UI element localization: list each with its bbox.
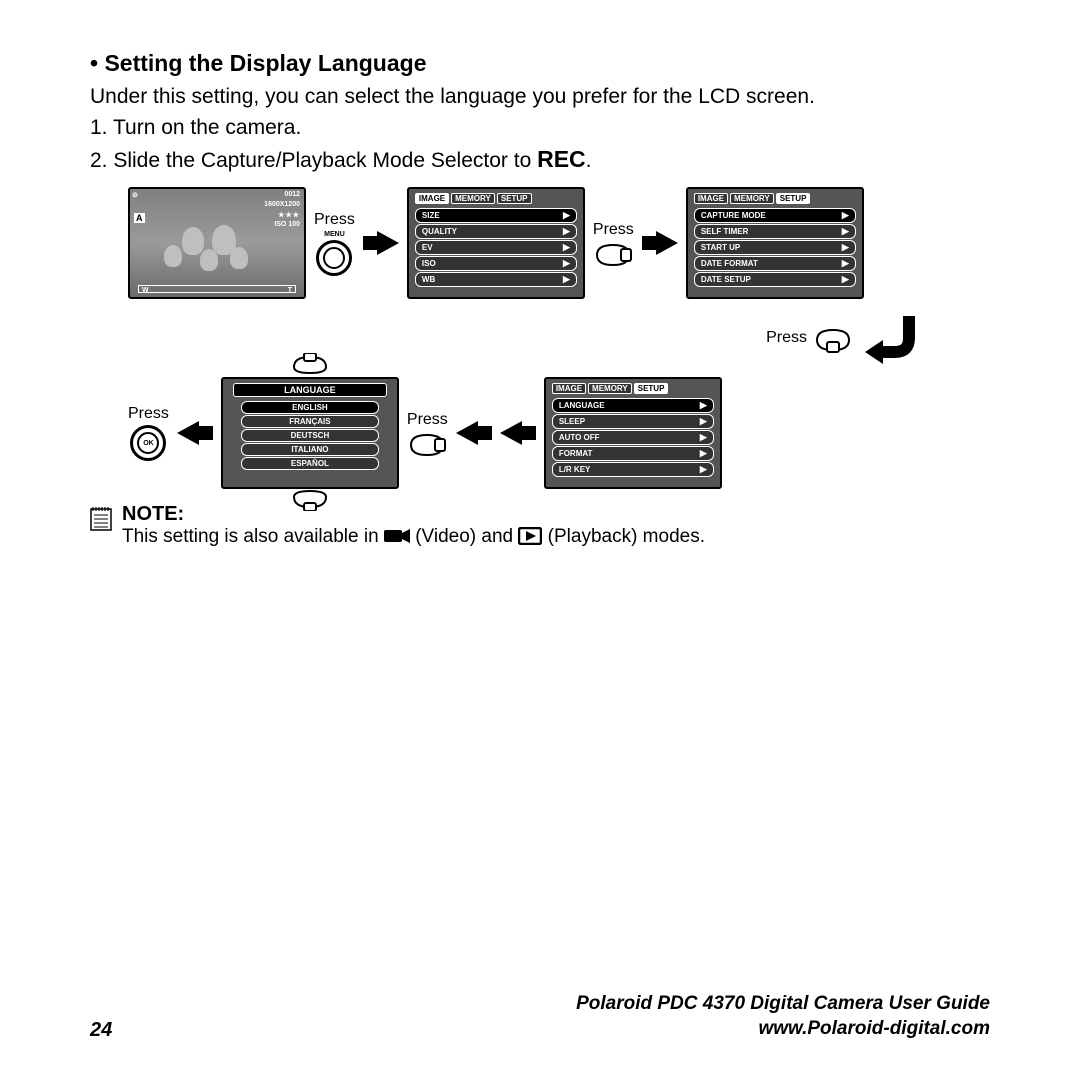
rec-label: REC [537, 146, 586, 172]
page-number: 24 [90, 1019, 112, 1042]
step-1: 1. Turn on the camera. [90, 113, 990, 142]
arrow-left-icon [456, 421, 492, 445]
lcd-preview: ⊘ 0012 1600X1200 ★★★ ISO 100 A W T [128, 187, 306, 299]
notepad-icon [90, 505, 112, 551]
video-mode-icon [384, 527, 410, 551]
lcd-menu-image: IMAGE MEMORY SETUP SIZE▶ QUALITY▶ EV▶ IS… [407, 187, 585, 299]
nav-right-icon [407, 431, 447, 455]
nav-right-icon [593, 241, 633, 265]
arrow-right-icon [363, 231, 399, 255]
arrow-down-curve-icon [859, 310, 915, 366]
press-label-2: Press [593, 221, 634, 239]
page-footer: 24 Polaroid PDC 4370 Digital Camera User… [90, 991, 990, 1042]
nav-down-icon [290, 489, 330, 513]
section-heading: • Setting the Display Language [90, 50, 990, 77]
footer-title: Polaroid PDC 4370 Digital Camera User Gu… [576, 991, 990, 1017]
intro-text: Under this setting, you can select the l… [90, 83, 990, 111]
nav-down-icon [813, 326, 853, 350]
press-label-4: Press [407, 411, 448, 429]
menu-button-icon [316, 240, 352, 276]
diagram: ⊘ 0012 1600X1200 ★★★ ISO 100 A W T Press… [128, 183, 990, 493]
footer-url: www.Polaroid-digital.com [576, 1016, 990, 1042]
press-label-3: Press [766, 329, 807, 347]
arrow-left-icon [500, 421, 536, 445]
playback-mode-icon [518, 527, 542, 551]
nav-up-icon [290, 353, 330, 377]
note-block: NOTE: This setting is also available in … [90, 503, 990, 551]
press-label-1: Press [314, 211, 355, 229]
lcd-menu-setup-1: IMAGE MEMORY SETUP CAPTURE MODE▶ SELF TI… [686, 187, 864, 299]
step-2: 2. Slide the Capture/Playback Mode Selec… [90, 143, 990, 175]
note-text: This setting is also available in (Video… [122, 526, 705, 551]
step-list: 1. Turn on the camera. 2. Slide the Capt… [90, 113, 990, 175]
lcd-menu-setup-2: IMAGE MEMORY SETUP LANGUAGE▶ SLEEP▶ AUTO… [544, 377, 722, 489]
note-heading: NOTE: [122, 503, 705, 526]
lcd-menu-language: LANGUAGE ENGLISH FRANÇAIS DEUTSCH ITALIA… [221, 377, 399, 489]
arrow-left-icon [177, 421, 213, 445]
ok-button-icon: OK [130, 425, 166, 461]
press-label-5: Press [128, 405, 169, 423]
arrow-right-icon [642, 231, 678, 255]
